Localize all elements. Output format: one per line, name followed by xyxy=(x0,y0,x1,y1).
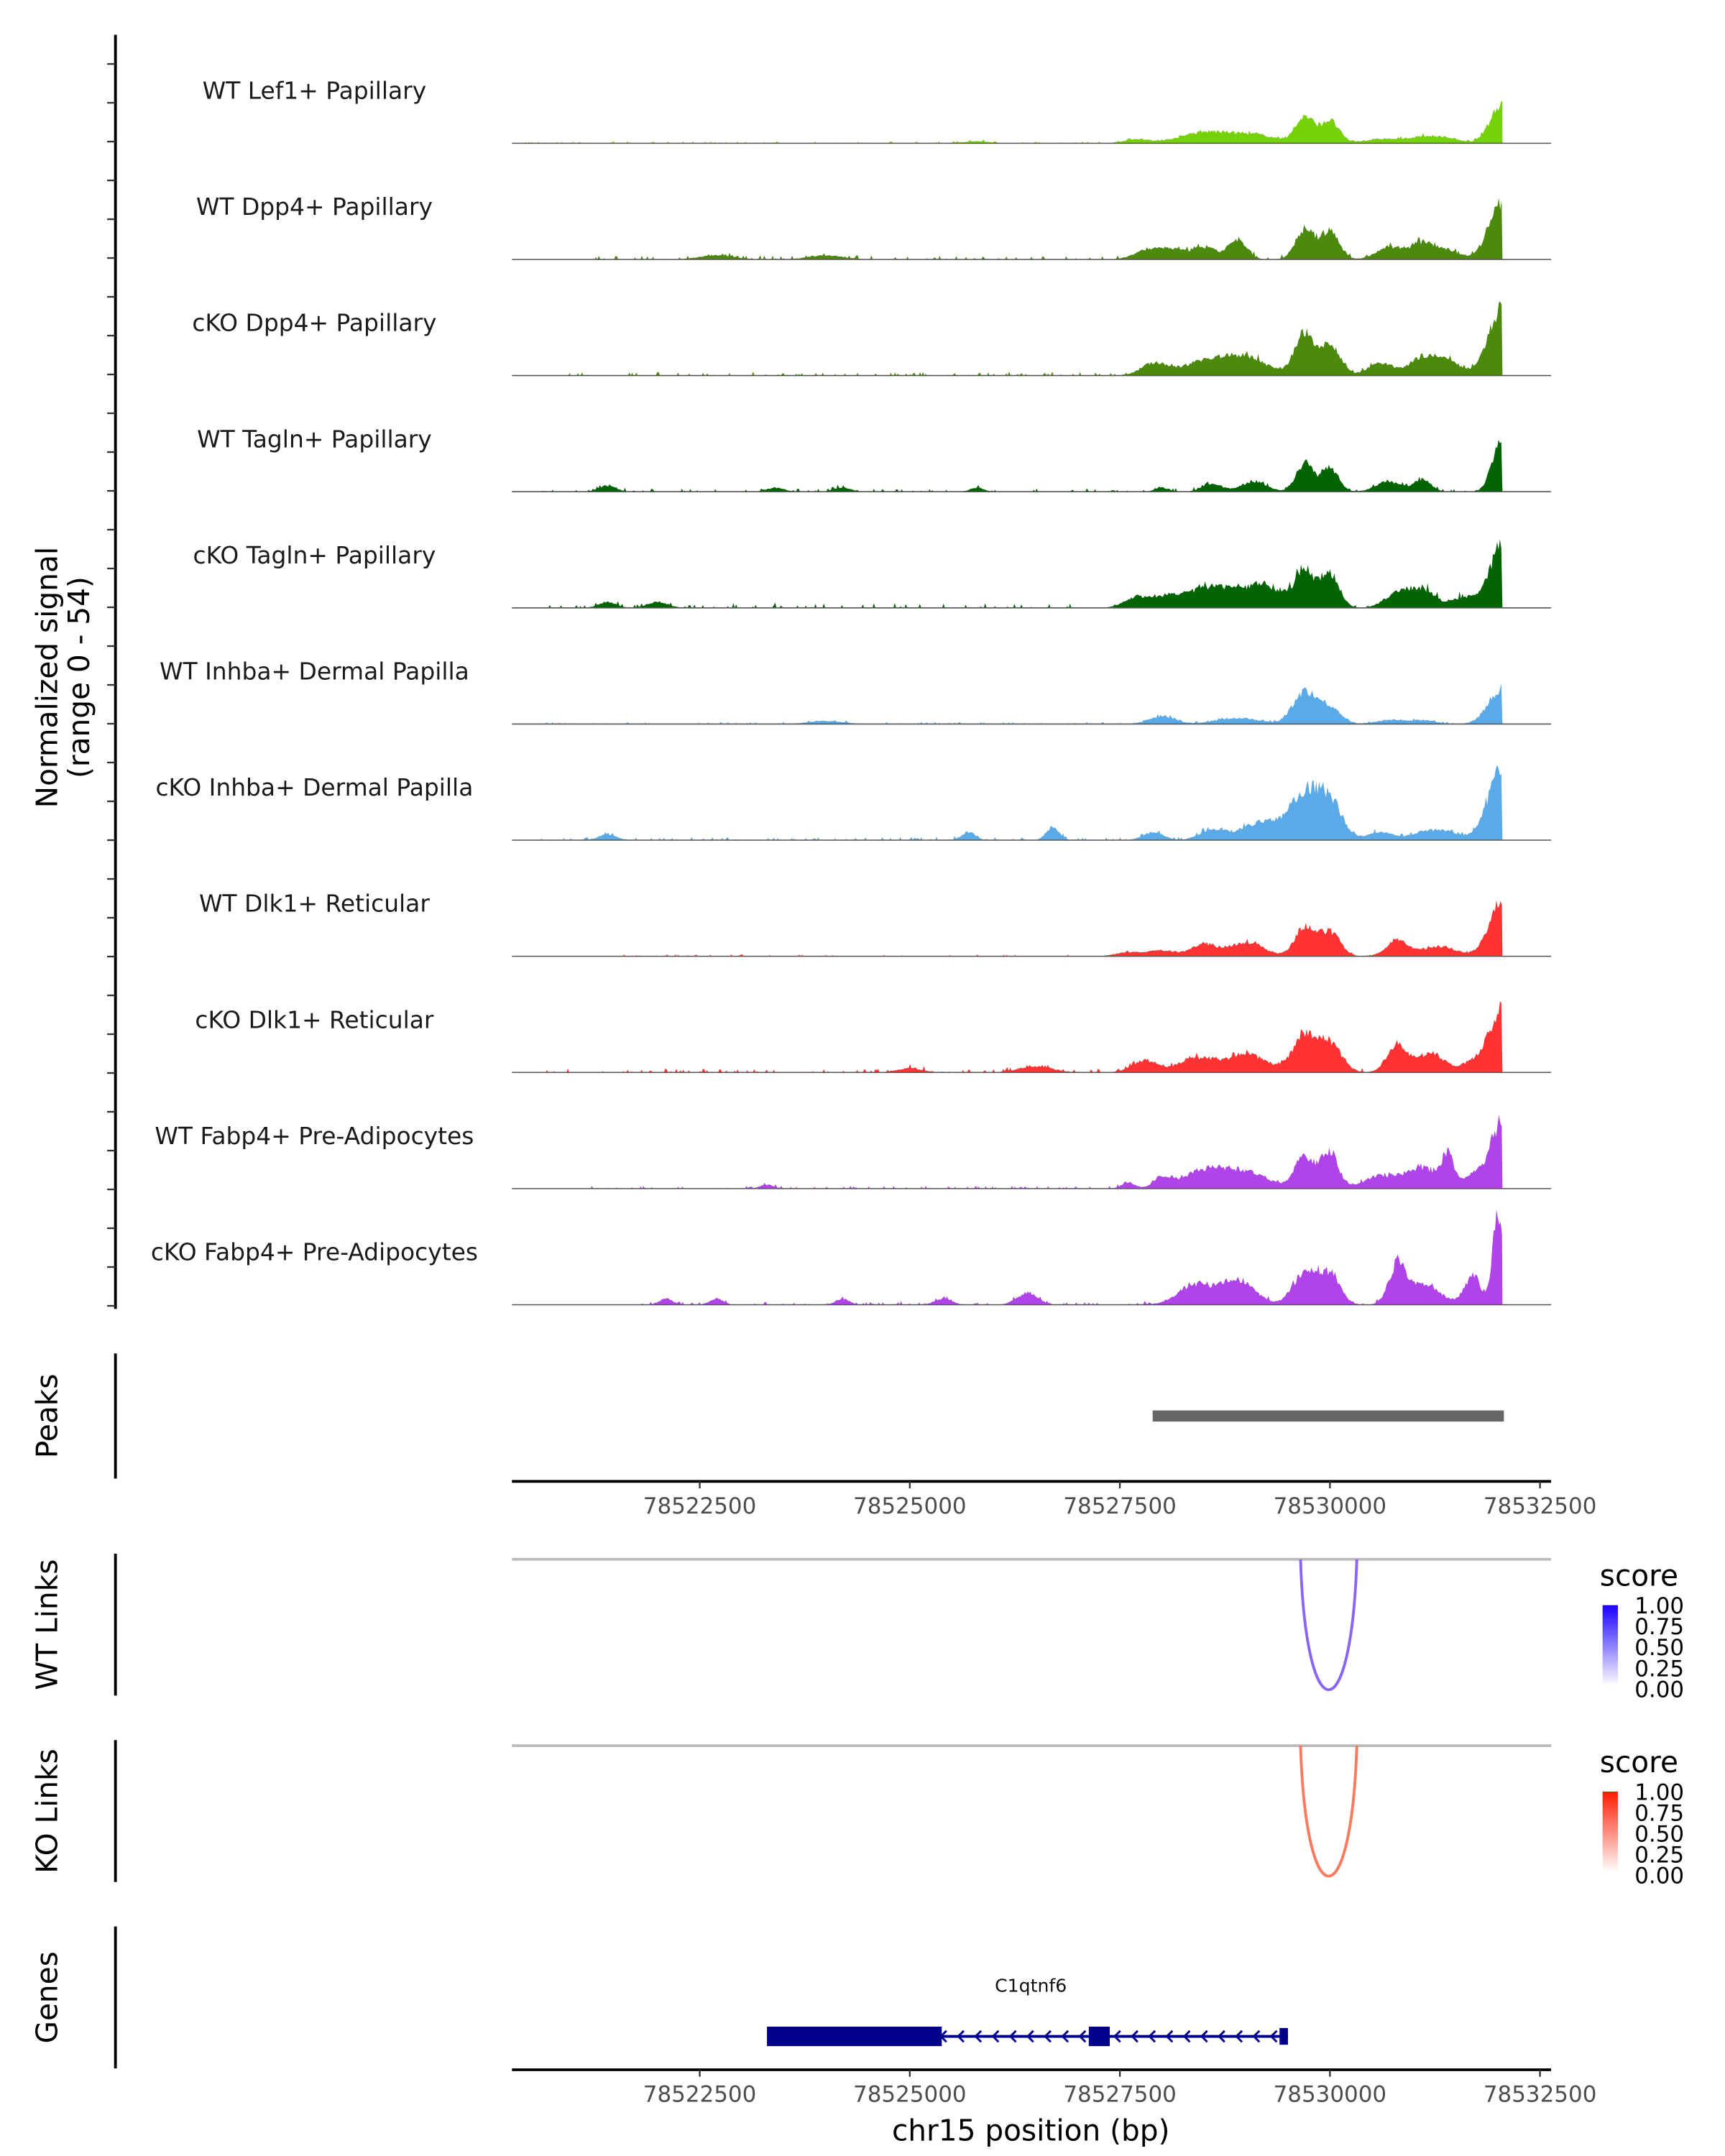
legend-label: 0.50 xyxy=(1634,1635,1684,1661)
legend-label: 0.50 xyxy=(1634,1822,1684,1848)
legend-label: 1.00 xyxy=(1634,1780,1684,1806)
legend-colorbar xyxy=(1602,1605,1618,1686)
x-tick-label: 78525000 xyxy=(853,2082,967,2108)
legend-title: score xyxy=(1600,1745,1678,1779)
x-tick-label: 78530000 xyxy=(1274,1493,1387,1519)
gene-exon xyxy=(767,2027,942,2047)
legend-title: score xyxy=(1600,1558,1678,1593)
strand-arrow-icon xyxy=(1200,2030,1208,2043)
signal-area xyxy=(512,198,1503,259)
signal-area xyxy=(512,1115,1503,1189)
signal-track: WT Dlk1+ Reticular xyxy=(199,890,1552,957)
signal-track: WT Inhba+ Dermal Papilla xyxy=(160,657,1552,725)
gene-exon xyxy=(1279,2027,1288,2045)
peaks-track-label: Peaks xyxy=(29,1374,64,1459)
signal-area xyxy=(512,683,1503,724)
ko-links-label: KO Links xyxy=(29,1749,64,1874)
y-axis-range: (range 0 - 54) xyxy=(62,576,96,778)
x-tick-label: 78532500 xyxy=(1484,1493,1597,1519)
signal-track: cKO Inhba+ Dermal Papilla xyxy=(155,765,1552,841)
x-tick-label: 78527500 xyxy=(1063,1493,1177,1519)
signal-area xyxy=(512,765,1503,841)
track-label: cKO Fabp4+ Pre-Adipocytes xyxy=(151,1238,478,1266)
signal-track: WT Fabp4+ Pre-Adipocytes xyxy=(155,1115,1552,1189)
strand-arrow-icon xyxy=(1026,2030,1034,2043)
signal-track: cKO Fabp4+ Pre-Adipocytes xyxy=(151,1210,1552,1306)
strand-arrow-icon xyxy=(1148,2030,1156,2043)
track-label: cKO Dpp4+ Papillary xyxy=(192,309,436,337)
peak-region xyxy=(1152,1410,1504,1422)
strand-arrow-icon xyxy=(1078,2030,1087,2043)
x-tick-label: 78522500 xyxy=(643,1493,757,1519)
strand-arrow-icon xyxy=(1235,2030,1243,2043)
strand-arrow-icon xyxy=(1252,2030,1261,2043)
signal-track: WT Tagln+ Papillary xyxy=(197,425,1552,492)
x-tick-label: 78532500 xyxy=(1484,2082,1597,2108)
link-arc xyxy=(1299,1559,1358,1691)
signal-area xyxy=(512,101,1503,144)
track-label: WT Dlk1+ Reticular xyxy=(199,890,430,918)
wt-links-label: WT Links xyxy=(29,1560,64,1690)
track-label: WT Tagln+ Papillary xyxy=(197,425,432,453)
track-label: cKO Tagln+ Papillary xyxy=(193,541,436,569)
strand-arrow-icon xyxy=(1008,2030,1017,2043)
track-label: WT Fabp4+ Pre-Adipocytes xyxy=(155,1122,474,1150)
signal-area xyxy=(512,440,1503,492)
signal-area xyxy=(512,301,1503,376)
signal-track: cKO Dpp4+ Papillary xyxy=(192,301,1552,377)
track-label: cKO Inhba+ Dermal Papilla xyxy=(155,773,473,801)
gene-exon xyxy=(1088,2027,1110,2047)
signal-area xyxy=(512,539,1503,608)
signal-track: cKO Tagln+ Papillary xyxy=(193,539,1552,609)
legend-label: 0.25 xyxy=(1634,1656,1684,1682)
strand-arrow-icon xyxy=(991,2030,1000,2043)
legend-label: 1.00 xyxy=(1634,1593,1684,1619)
legend-label: 0.75 xyxy=(1634,1614,1684,1640)
track-label: cKO Dlk1+ Reticular xyxy=(195,1005,434,1033)
x-axis-title: chr15 position (bp) xyxy=(892,2114,1169,2148)
strand-arrow-icon xyxy=(1269,2030,1278,2043)
link-arc xyxy=(1299,1745,1358,1878)
x-tick-label: 78522500 xyxy=(643,2082,757,2108)
strand-arrow-icon xyxy=(1218,2030,1225,2043)
x-tick-label: 78530000 xyxy=(1274,2082,1387,2108)
gene-name-label: C1qtnf6 xyxy=(995,1976,1067,1996)
track-label: WT Inhba+ Dermal Papilla xyxy=(160,657,469,685)
signal-track: WT Lef1+ Papillary xyxy=(203,76,1552,144)
strand-arrow-icon xyxy=(1165,2030,1174,2043)
x-tick-label: 78527500 xyxy=(1063,2082,1177,2108)
legend-label: 0.00 xyxy=(1634,1864,1684,1889)
legend-label: 0.75 xyxy=(1634,1801,1684,1827)
strand-arrow-icon xyxy=(974,2030,983,2043)
strand-arrow-icon xyxy=(1061,2030,1070,2043)
x-tick-label: 78525000 xyxy=(853,1493,967,1519)
genes-track-label: Genes xyxy=(29,1951,64,2043)
y-axis-title: Normalized signal xyxy=(29,547,64,808)
track-label: WT Dpp4+ Papillary xyxy=(196,193,433,221)
track-label: WT Lef1+ Papillary xyxy=(203,76,427,104)
signal-track: WT Dpp4+ Papillary xyxy=(196,193,1552,260)
signal-track: cKO Dlk1+ Reticular xyxy=(195,1001,1552,1074)
legend-label: 0.00 xyxy=(1634,1677,1684,1703)
legend-colorbar xyxy=(1602,1791,1618,1873)
strand-arrow-icon xyxy=(1113,2030,1121,2043)
signal-area xyxy=(512,900,1503,957)
strand-arrow-icon xyxy=(1182,2030,1191,2043)
strand-arrow-icon xyxy=(957,2030,965,2043)
strand-arrow-icon xyxy=(1044,2030,1052,2043)
signal-area xyxy=(512,1001,1503,1073)
strand-arrow-icon xyxy=(1131,2030,1138,2043)
legend-label: 0.25 xyxy=(1634,1843,1684,1869)
signal-area xyxy=(512,1210,1503,1305)
